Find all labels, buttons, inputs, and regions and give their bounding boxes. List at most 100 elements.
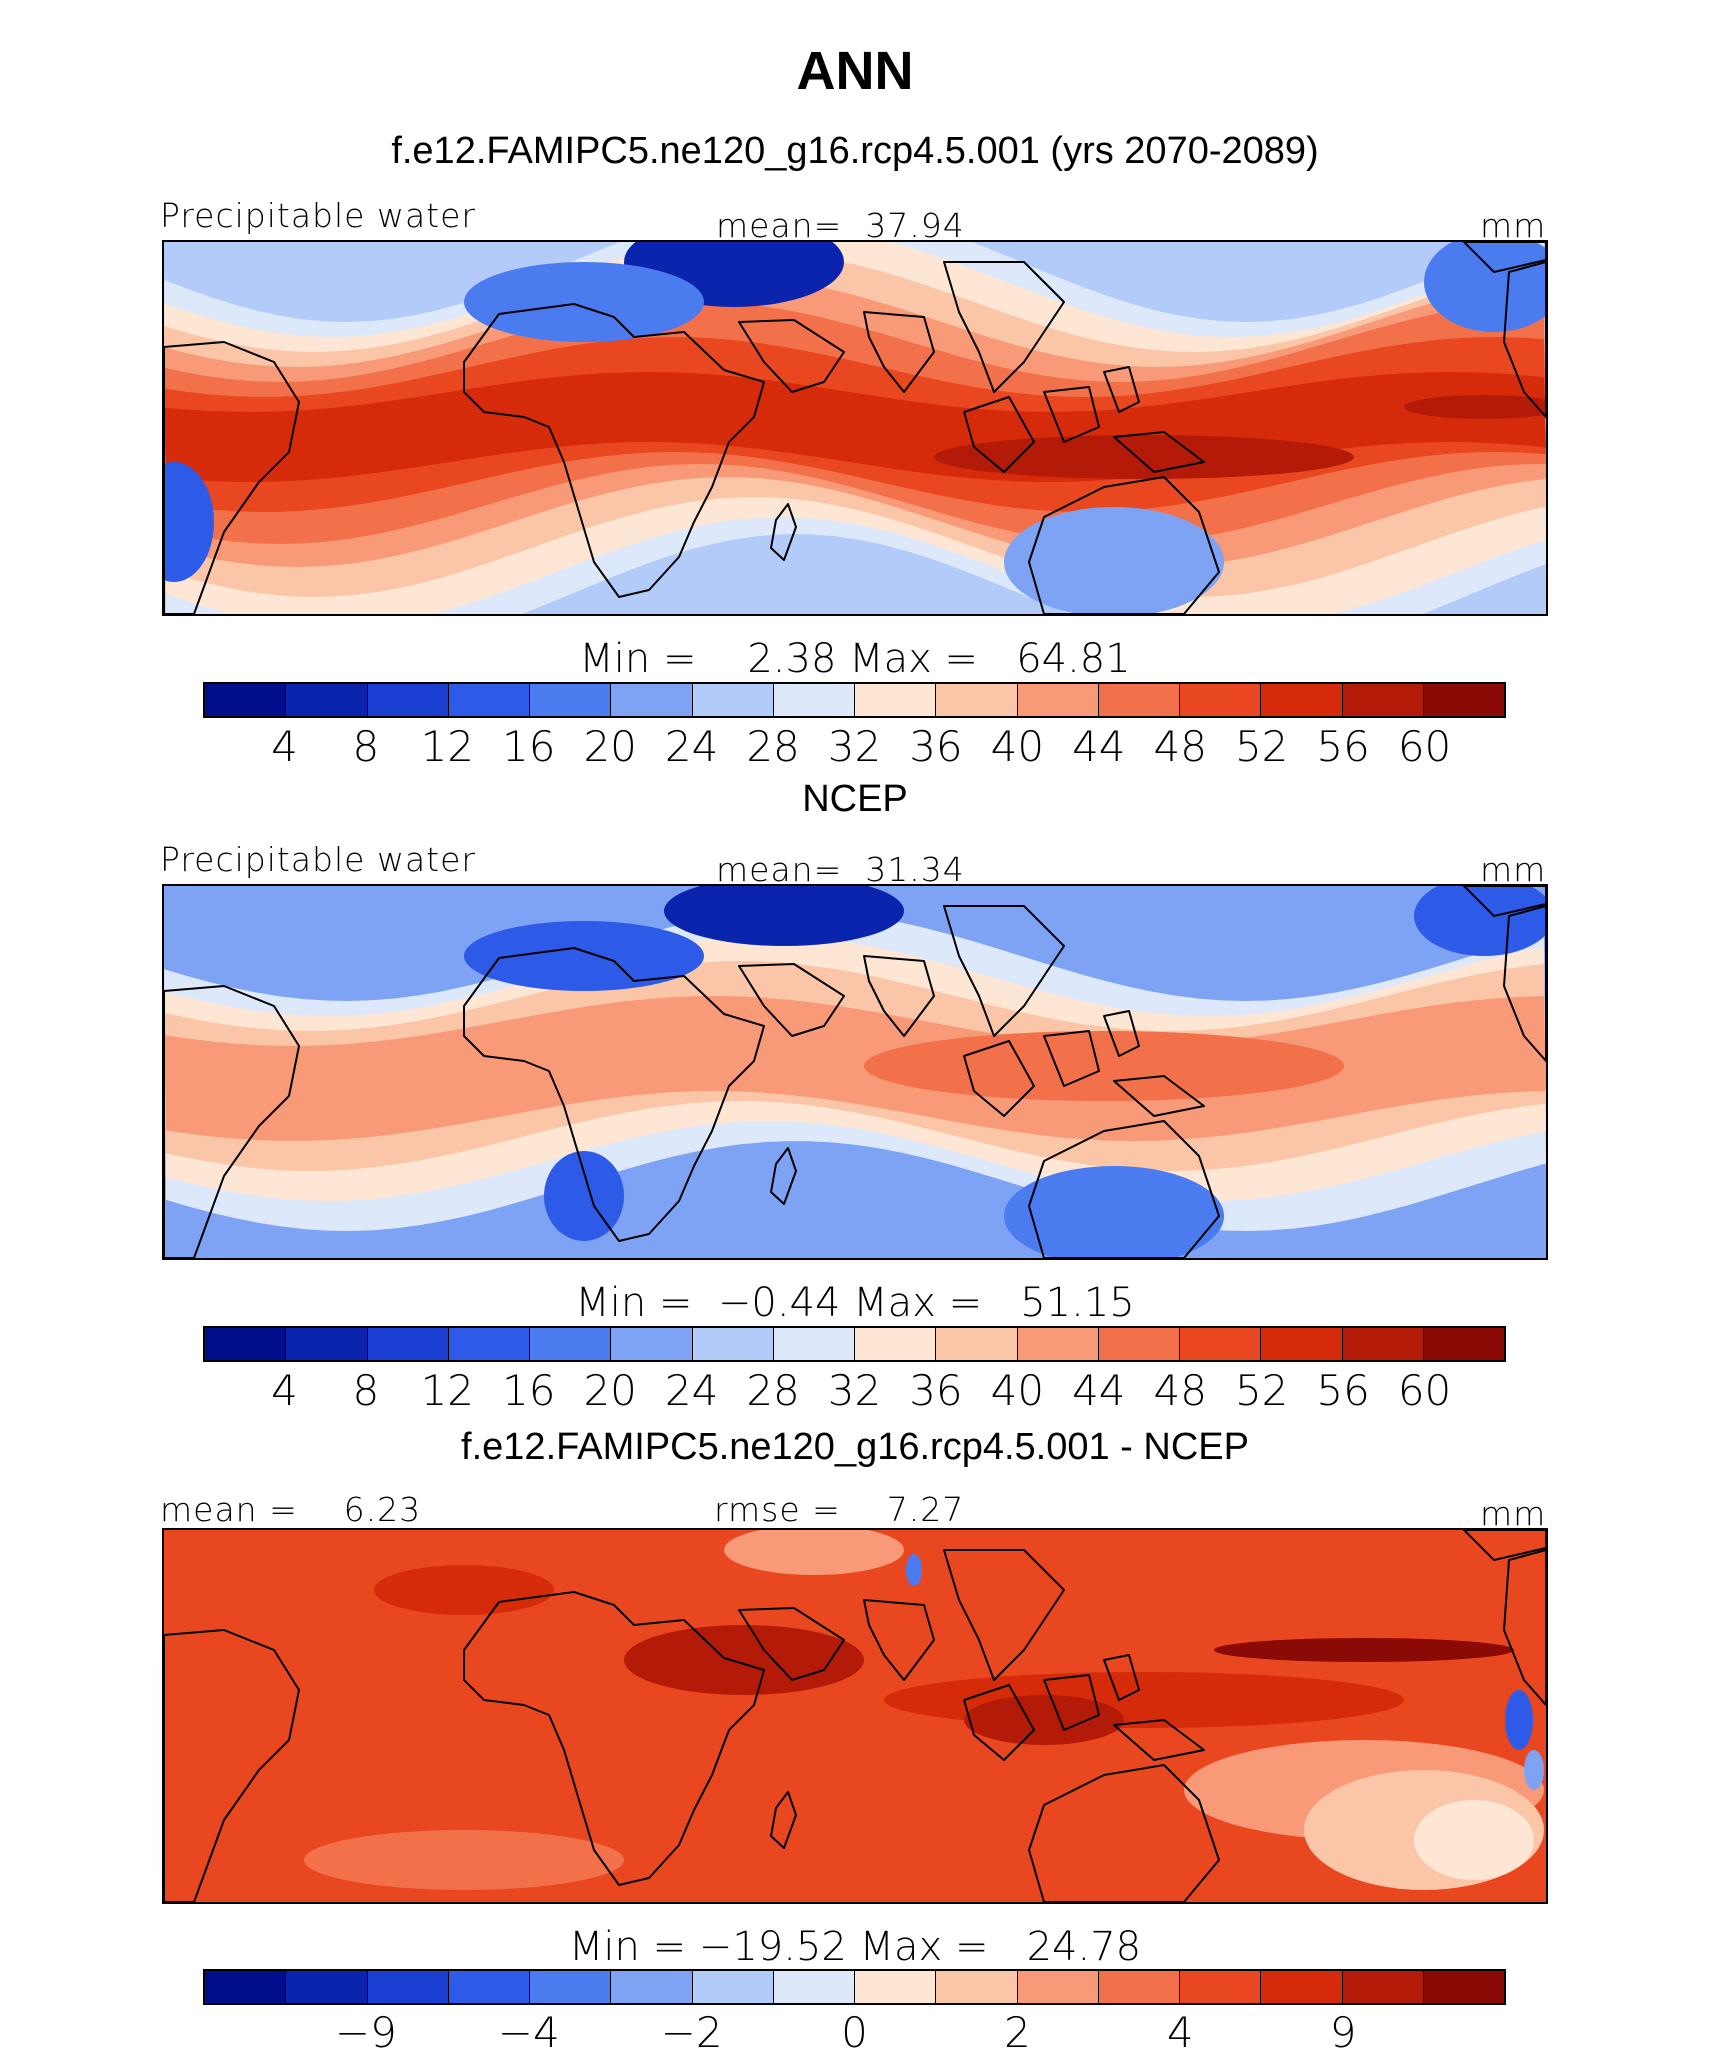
colorbar-tick-label: 28 (746, 722, 800, 771)
colorbar-swatch (855, 1328, 937, 1360)
colorbar-swatch (1423, 684, 1504, 716)
panel-1-map (162, 240, 1548, 616)
colorbar-swatch (448, 1971, 530, 2003)
colorbar-swatch (936, 1328, 1018, 1360)
colorbar-swatch (1017, 1328, 1099, 1360)
panel-3-map (162, 1528, 1548, 1904)
colorbar-swatch (530, 1328, 612, 1360)
colorbar-tick-label: 28 (746, 1366, 800, 1415)
colorbar-tick-label: 8 (352, 1366, 380, 1415)
colorbar-tick-label: 24 (664, 722, 719, 771)
colorbar-tick-label: 52 (1234, 722, 1289, 771)
colorbar-swatch (1017, 684, 1099, 716)
panel-2-colorbar (203, 1326, 1506, 1362)
colorbar-swatch (1180, 684, 1262, 716)
colorbar-swatch (692, 1328, 774, 1360)
colorbar-swatch (286, 1328, 368, 1360)
colorbar-swatch (286, 684, 368, 716)
colorbar-tick-label: 20 (583, 722, 637, 771)
panel-3-rmse-label: rmse = 7.27 (714, 1490, 965, 1529)
colorbar-tick-label: 36 (909, 722, 963, 771)
colorbar-tick-label: 4 (271, 1366, 298, 1415)
colorbar-tick-label: 24 (664, 1366, 719, 1415)
colorbar-swatch (1342, 1971, 1424, 2003)
colorbar-swatch (1180, 1971, 1262, 2003)
panel-3-title: f.e12.FAMIPC5.ne120_g16.rcp4.5.001 - NCE… (461, 1426, 1249, 1468)
colorbar-swatch (1261, 684, 1343, 716)
colorbar-swatch (1261, 1971, 1343, 2003)
panel-3-colorbar (203, 1969, 1506, 2005)
colorbar-tick-label: 40 (990, 1366, 1045, 1415)
colorbar-tick-label: 60 (1397, 722, 1452, 771)
colorbar-swatch (692, 1971, 774, 2003)
colorbar-tick-label: 56 (1316, 722, 1370, 771)
colorbar-swatch (1098, 1328, 1180, 1360)
colorbar-swatch (855, 684, 937, 716)
colorbar-tick-label: 32 (827, 1366, 882, 1415)
colorbar-tick-label: 2 (1004, 2008, 1031, 2057)
colorbar-swatch (611, 1971, 693, 2003)
colorbar-swatch (1180, 1328, 1262, 1360)
panel-1-colorbar (203, 682, 1506, 718)
colorbar-tick-label: 44 (1072, 722, 1126, 771)
panel-3-min-max: Min = −19.52 Max = 24.78 (568, 1924, 1142, 1970)
colorbar-tick-label: 60 (1397, 1366, 1452, 1415)
colorbar-swatch (367, 684, 449, 716)
colorbar-swatch (1261, 1328, 1343, 1360)
colorbar-swatch (1342, 1328, 1424, 1360)
figure-title: ANN (796, 41, 914, 101)
colorbar-swatch (611, 684, 693, 716)
colorbar-tick-label: 40 (990, 722, 1045, 771)
colorbar-swatch (286, 1971, 368, 2003)
colorbar-swatch (611, 1328, 693, 1360)
colorbar-swatch (205, 1971, 287, 2003)
colorbar-swatch (692, 684, 774, 716)
colorbar-swatch (936, 684, 1018, 716)
colorbar-tick-label: 12 (420, 722, 475, 771)
panel-2-mean-label: mean= 31.34 (716, 850, 965, 889)
colorbar-swatch (773, 1328, 855, 1360)
colorbar-swatch (530, 684, 612, 716)
colorbar-swatch (1017, 1971, 1099, 2003)
panel-2-min-max: Min = −0.44 Max = 51.15 (575, 1280, 1135, 1326)
colorbar-tick-label: 16 (502, 722, 556, 771)
colorbar-tick-label: 20 (583, 1366, 637, 1415)
colorbar-swatch (1342, 684, 1424, 716)
colorbar-swatch (367, 1971, 449, 2003)
colorbar-tick-label: 8 (352, 722, 380, 771)
panel-3-mean-label: mean = 6.23 (160, 1490, 422, 1529)
colorbar-tick-label: 4 (1166, 2008, 1194, 2057)
colorbar-swatch (448, 1328, 530, 1360)
colorbar-tick-label: −4 (497, 2008, 560, 2057)
colorbar-tick-label: −2 (660, 2008, 723, 2057)
panel-1-min-max: Min = 2.38 Max = 64.81 (579, 636, 1131, 682)
colorbar-tick-label: 12 (420, 1366, 475, 1415)
panel-2-title: NCEP (802, 778, 908, 820)
panel-1-variable-label: Precipitable water (160, 196, 476, 235)
panel-1-title: f.e12.FAMIPC5.ne120_g16.rcp4.5.001 (yrs … (391, 130, 1319, 172)
colorbar-swatch (1423, 1328, 1504, 1360)
colorbar-swatch (936, 1971, 1018, 2003)
colorbar-swatch (773, 684, 855, 716)
colorbar-swatch (448, 684, 530, 716)
colorbar-tick-label: 44 (1072, 1366, 1126, 1415)
colorbar-swatch (1423, 1971, 1504, 2003)
colorbar-tick-label: 48 (1153, 1366, 1207, 1415)
colorbar-swatch (530, 1971, 612, 2003)
colorbar-tick-label: 9 (1329, 2008, 1357, 2057)
colorbar-swatch (1098, 684, 1180, 716)
colorbar-tick-label: 48 (1153, 722, 1207, 771)
colorbar-tick-label: 56 (1316, 1366, 1370, 1415)
panel-2-map (162, 884, 1548, 1260)
colorbar-tick-label: 4 (271, 722, 298, 771)
colorbar-swatch (205, 1328, 287, 1360)
colorbar-swatch (855, 1971, 937, 2003)
colorbar-tick-label: 36 (909, 1366, 963, 1415)
colorbar-tick-label: 0 (841, 2008, 868, 2057)
colorbar-swatch (773, 1971, 855, 2003)
colorbar-swatch (1098, 1971, 1180, 2003)
panel-3-units-label: mm (1480, 1494, 1547, 1533)
colorbar-swatch (367, 1328, 449, 1360)
colorbar-tick-label: 52 (1234, 1366, 1289, 1415)
colorbar-tick-label: 32 (827, 722, 882, 771)
